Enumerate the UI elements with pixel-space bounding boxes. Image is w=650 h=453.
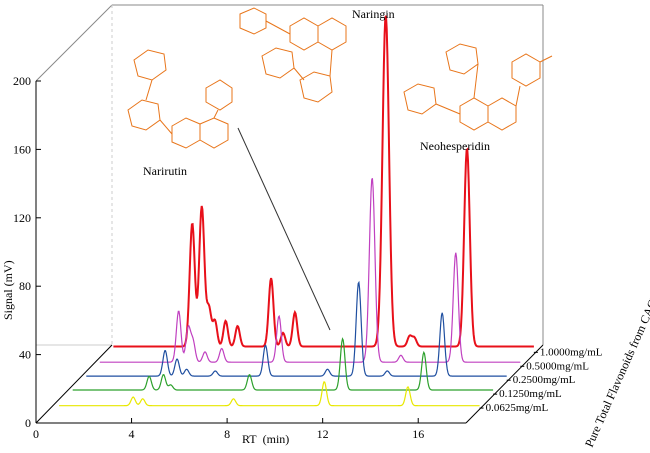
series-line-0.5000mg/mL	[99, 178, 521, 363]
series-label: 0.0625mg/mL	[486, 402, 549, 414]
annotation-naringin: Naringin	[352, 7, 395, 21]
y-tick-label: 40	[19, 348, 31, 362]
narirutin-leader-line	[237, 127, 331, 331]
series-label: 0.2500mg/mL	[513, 374, 576, 386]
series-line-0.2500mg/mL	[86, 280, 507, 377]
y-tick-label: 200	[13, 74, 31, 88]
y-tick-label: 80	[19, 279, 31, 293]
series-label: 0.1250mg/mL	[499, 388, 562, 400]
neohesperidin-structure	[403, 43, 553, 131]
series-line-0.1250mg/mL	[72, 337, 494, 391]
x-axis-title: RT (min)	[242, 432, 289, 446]
depth-axis-title: Pure Total Flavonoids from CACH	[582, 289, 650, 449]
narirutin-structure	[127, 49, 233, 149]
y-tick-label: 120	[13, 211, 31, 225]
chart-frame	[35, 4, 544, 424]
naringin-structure	[239, 7, 347, 103]
x-tick-label: 0	[33, 427, 39, 441]
x-tick-label: 16	[412, 427, 424, 441]
annotation-neohesperidin: Neohesperidin	[420, 139, 490, 153]
annotation-narirutin: Narirutin	[143, 164, 187, 178]
x-tick-label: 8	[224, 427, 230, 441]
series-label: 0.5000mg/mL	[526, 360, 589, 372]
series-line-1.0000mg/mL	[113, 15, 534, 348]
series-line-0.0625mg/mL	[59, 381, 480, 407]
y-tick-label: 160	[13, 142, 31, 156]
x-tick-label: 4	[129, 427, 135, 441]
y-tick-label: 0	[25, 416, 31, 430]
series-label: 1.0000mg/mL	[540, 346, 603, 358]
x-tick-label: 12	[317, 427, 329, 441]
y-axis-title: Signal (mV)	[1, 260, 15, 320]
